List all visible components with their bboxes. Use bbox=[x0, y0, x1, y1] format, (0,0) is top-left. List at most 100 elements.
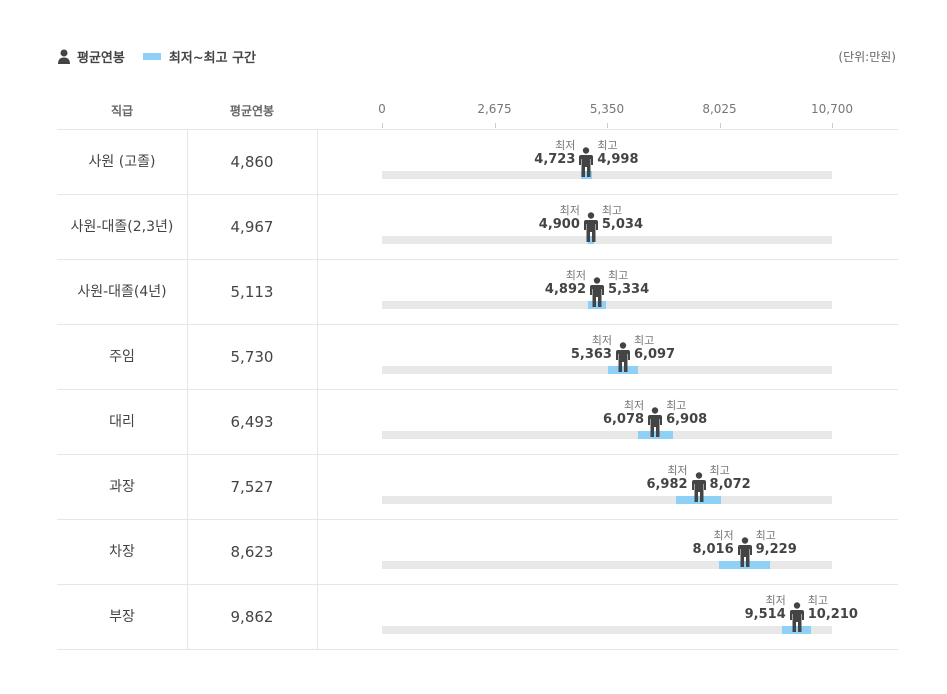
table-row: 과장 7,527 최저 6,982 최고 8,072 bbox=[57, 455, 898, 520]
table-row: 사원-대졸(2,3년) 4,967 최저 4,900 최고 5,034 bbox=[57, 195, 898, 260]
avg-person-icon bbox=[615, 342, 630, 372]
range-bar bbox=[587, 301, 607, 309]
avg-person-icon bbox=[648, 407, 663, 437]
max-caption: 최고 bbox=[807, 594, 828, 607]
max-caption: 최고 bbox=[709, 464, 730, 477]
min-value: 4,723 bbox=[534, 152, 576, 167]
row-avg-salary: 7,527 bbox=[187, 455, 318, 519]
range-track bbox=[382, 626, 832, 634]
row-avg-salary: 5,730 bbox=[187, 325, 318, 389]
row-grade: 과장 bbox=[57, 455, 188, 519]
max-label: 최고 9,229 bbox=[756, 529, 797, 558]
legend-range-swatch bbox=[142, 53, 161, 60]
axis-tick-mark bbox=[382, 123, 383, 128]
axis-tick-label: 5,350 bbox=[589, 102, 625, 116]
table-row: 사원 (고졸) 4,860 최저 4,723 최고 4,998 bbox=[57, 130, 898, 195]
row-grade: 대리 bbox=[57, 390, 188, 454]
axis-tick-label: 2,675 bbox=[477, 102, 512, 116]
min-label: 최저 9,514 bbox=[745, 594, 786, 623]
row-avg-salary: 9,862 bbox=[187, 585, 318, 649]
range-track bbox=[382, 366, 832, 374]
range-track bbox=[382, 301, 832, 309]
max-value: 8,072 bbox=[709, 477, 751, 492]
unit-label: (단위:만원) bbox=[838, 50, 896, 64]
axis-tick-mark bbox=[494, 123, 496, 128]
max-caption: 최고 bbox=[608, 269, 629, 282]
min-caption: 최저 bbox=[713, 529, 734, 542]
axis-tick-label: 0 bbox=[378, 102, 386, 116]
avg-person-icon bbox=[590, 277, 605, 307]
range-bar bbox=[719, 561, 771, 569]
min-caption: 최저 bbox=[555, 139, 576, 152]
range-track bbox=[382, 236, 832, 244]
header-grade: 직급 bbox=[110, 104, 134, 118]
row-avg-salary: 6,493 bbox=[187, 390, 318, 454]
min-label: 최저 4,900 bbox=[539, 204, 580, 233]
min-label: 최저 6,078 bbox=[603, 399, 644, 428]
avg-person-icon bbox=[579, 147, 594, 177]
max-value: 4,998 bbox=[597, 152, 639, 167]
row-grade: 사원-대졸(2,3년) bbox=[57, 195, 188, 259]
table-row: 부장 9,862 최저 9,514 최고 10,210 bbox=[57, 585, 898, 650]
max-value: 6,908 bbox=[666, 412, 708, 427]
max-label: 최고 6,097 bbox=[634, 334, 675, 363]
max-value: 5,334 bbox=[608, 282, 650, 297]
max-caption: 최고 bbox=[633, 334, 655, 347]
min-label: 최저 4,723 bbox=[534, 139, 575, 168]
row-grade: 주임 bbox=[57, 325, 188, 389]
chart-legend: 평균연봉 최저~최고 구간 bbox=[57, 47, 256, 66]
max-label: 최고 6,908 bbox=[666, 399, 707, 428]
axis-tick-mark bbox=[607, 123, 608, 128]
min-caption: 최저 bbox=[765, 594, 786, 607]
range-track bbox=[382, 431, 832, 439]
row-avg-salary: 4,967 bbox=[187, 195, 318, 259]
avg-person-icon bbox=[583, 212, 598, 242]
axis-tick-mark bbox=[832, 123, 833, 128]
range-bar bbox=[675, 496, 722, 504]
min-caption: 최저 bbox=[591, 334, 612, 347]
max-label: 최고 8,072 bbox=[710, 464, 751, 493]
max-value: 9,229 bbox=[755, 542, 797, 557]
min-value: 6,982 bbox=[646, 477, 688, 492]
person-icon bbox=[58, 49, 70, 64]
avg-person-icon bbox=[737, 537, 752, 567]
min-caption: 최저 bbox=[565, 269, 587, 282]
range-track bbox=[382, 561, 832, 569]
min-value: 9,514 bbox=[744, 607, 786, 622]
max-value: 5,034 bbox=[601, 217, 644, 232]
range-bar bbox=[637, 431, 673, 439]
min-label: 최저 8,016 bbox=[693, 529, 734, 558]
row-grade: 차장 bbox=[57, 520, 188, 584]
max-caption: 최고 bbox=[601, 204, 623, 217]
max-label: 최고 4,998 bbox=[597, 139, 638, 168]
avg-person-icon bbox=[691, 472, 706, 502]
min-caption: 최저 bbox=[623, 399, 645, 412]
row-avg-salary: 5,113 bbox=[187, 260, 318, 324]
min-label: 최저 4,892 bbox=[545, 269, 586, 298]
max-label: 최고 5,334 bbox=[608, 269, 649, 298]
min-caption: 최저 bbox=[667, 464, 688, 477]
table-row: 주임 5,730 최저 5,363 최고 6,097 bbox=[57, 325, 898, 390]
legend-avg-label: 평균연봉 bbox=[77, 51, 125, 66]
table-row: 대리 6,493 최저 6,078 최고 6,908 bbox=[57, 390, 898, 455]
min-value: 6,078 bbox=[602, 412, 645, 427]
row-grade: 부장 bbox=[57, 585, 188, 649]
max-caption: 최고 bbox=[597, 139, 618, 152]
range-track bbox=[382, 496, 832, 504]
max-caption: 최고 bbox=[666, 399, 687, 412]
table-row: 차장 8,623 최저 8,016 최고 9,229 bbox=[57, 520, 898, 585]
min-value: 4,900 bbox=[538, 217, 580, 232]
min-caption: 최저 bbox=[559, 204, 580, 217]
row-grade: 사원-대졸(4년) bbox=[57, 260, 188, 324]
legend-range-label: 최저~최고 구간 bbox=[168, 51, 257, 66]
range-bar bbox=[607, 366, 639, 374]
min-value: 8,016 bbox=[692, 542, 734, 557]
axis-tick-mark bbox=[719, 123, 721, 128]
row-avg-salary: 4,860 bbox=[187, 130, 318, 194]
header-avg: 평균연봉 bbox=[229, 104, 275, 118]
table-header: 직급 평균연봉 0 2,675 5,350 8,025 10,700 bbox=[57, 98, 898, 130]
min-value: 4,892 bbox=[544, 282, 587, 297]
axis-tick-label: 10,700 bbox=[811, 102, 853, 116]
max-value: 6,097 bbox=[633, 347, 676, 362]
range-bar bbox=[588, 236, 594, 244]
